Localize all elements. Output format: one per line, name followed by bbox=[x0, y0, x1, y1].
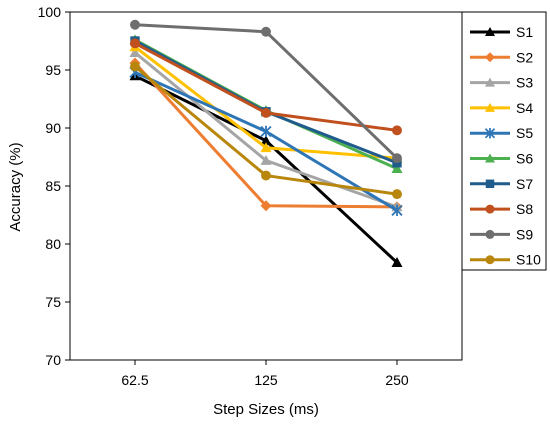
legend-label: S4 bbox=[516, 100, 533, 116]
y-tick-label: 90 bbox=[45, 120, 61, 136]
legend-item-s8: S8 bbox=[470, 201, 533, 217]
data-point bbox=[130, 61, 140, 72]
legend-item-s5: S5 bbox=[470, 125, 533, 141]
legend-box bbox=[461, 11, 547, 271]
y-axis-title: Accuracy (%) bbox=[7, 142, 24, 231]
data-point bbox=[130, 38, 140, 49]
series-s5 bbox=[129, 66, 403, 217]
y-tick-label: 85 bbox=[45, 178, 61, 194]
legend-item-s9: S9 bbox=[470, 226, 533, 242]
data-point bbox=[485, 27, 495, 36]
data-point bbox=[392, 153, 402, 164]
y-tick-label: 95 bbox=[45, 62, 61, 78]
data-point bbox=[129, 47, 141, 57]
data-point bbox=[261, 170, 271, 181]
series-lines bbox=[129, 19, 403, 267]
legend-label: S9 bbox=[516, 226, 533, 242]
legend-item-s10: S10 bbox=[470, 252, 541, 268]
data-point bbox=[260, 142, 272, 153]
series-s10 bbox=[130, 61, 402, 200]
legend-label: S1 bbox=[516, 24, 533, 40]
legend-item-s1: S1 bbox=[470, 24, 533, 40]
series-s1 bbox=[129, 70, 403, 267]
plot-frame bbox=[69, 11, 463, 361]
x-axis-title: Step Sizes (ms) bbox=[213, 401, 319, 418]
legend-item-s4: S4 bbox=[470, 100, 533, 116]
data-point bbox=[485, 255, 495, 265]
x-tick-label: 125 bbox=[254, 372, 278, 388]
data-point bbox=[392, 189, 402, 200]
legend-label: S6 bbox=[516, 151, 533, 167]
data-point bbox=[261, 26, 271, 37]
axes: 70 75 80 85 90 95 100 62.5 125 250 bbox=[38, 4, 463, 388]
data-point bbox=[391, 204, 403, 217]
legend-item-s6: S6 bbox=[470, 151, 533, 167]
data-point bbox=[260, 154, 272, 165]
legend-item-s7: S7 bbox=[470, 176, 533, 192]
data-point bbox=[485, 229, 495, 239]
data-point bbox=[260, 125, 272, 138]
y-tick-label: 75 bbox=[45, 294, 61, 310]
legend-label: S10 bbox=[516, 252, 541, 268]
series-s9 bbox=[130, 19, 402, 164]
x-tick-label: 62.5 bbox=[121, 372, 148, 388]
data-point bbox=[260, 200, 272, 212]
y-tick-label: 100 bbox=[38, 4, 62, 20]
legend: S1 S2 S3 S4 S5 S6 S7 S8 S9 S10 bbox=[461, 11, 547, 271]
data-point bbox=[392, 125, 402, 136]
data-point bbox=[485, 52, 495, 63]
data-point bbox=[130, 19, 140, 30]
legend-label: S5 bbox=[516, 125, 533, 141]
x-tick-label: 250 bbox=[385, 372, 409, 388]
data-point bbox=[391, 257, 403, 267]
legend-label: S2 bbox=[516, 49, 533, 65]
data-point bbox=[485, 153, 495, 163]
data-point bbox=[485, 179, 495, 189]
data-point bbox=[485, 204, 495, 214]
data-point bbox=[391, 163, 403, 173]
data-point bbox=[261, 107, 271, 118]
legend-label: S3 bbox=[516, 75, 533, 91]
series-s8 bbox=[130, 38, 402, 136]
y-tick-label: 70 bbox=[45, 352, 61, 368]
data-point bbox=[485, 102, 495, 112]
legend-item-s2: S2 bbox=[470, 49, 533, 65]
legend-label: S8 bbox=[516, 201, 533, 217]
legend-item-s3: S3 bbox=[470, 75, 533, 91]
y-tick-label: 80 bbox=[45, 236, 61, 252]
legend-label: S7 bbox=[516, 176, 533, 192]
data-point bbox=[485, 77, 495, 87]
data-point bbox=[260, 135, 272, 146]
data-point bbox=[484, 128, 496, 139]
